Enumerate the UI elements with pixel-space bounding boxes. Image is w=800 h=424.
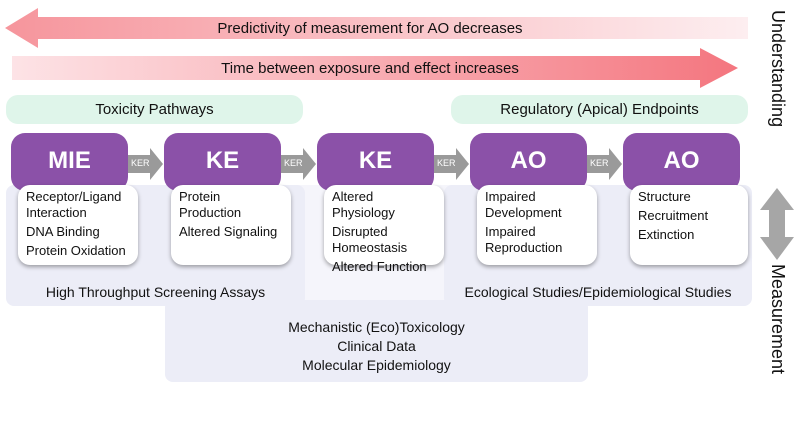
ke1-node-header: KE: [164, 133, 281, 191]
mie-item-3: Protein Oxidation: [26, 243, 126, 258]
ker-label-1: KER: [131, 158, 150, 168]
predictivity-label: Predictivity of measurement for AO decre…: [217, 20, 523, 37]
ker-label-4: KER: [590, 158, 609, 168]
regulatory-endpoints-pill: Regulatory (Apical) Endpoints: [451, 95, 748, 124]
measurement-label: Measurement: [768, 264, 788, 375]
mie-item-2: DNA Binding: [26, 224, 100, 239]
hts-label: High Throughput Screening Assays: [45, 284, 266, 300]
predictivity-arrow: [5, 8, 748, 48]
toxicity-pathways-pill: Toxicity Pathways: [6, 95, 303, 124]
ke1-item-1: Protein Production: [179, 189, 242, 220]
mie-node-card: Receptor/Ligand Interaction DNA Binding …: [18, 185, 138, 265]
ker-label-3: KER: [437, 158, 456, 168]
mechanistic-line: Mechanistic (Eco)Toxicology: [288, 319, 465, 335]
time-arrow: [12, 48, 738, 88]
ao1-item-2: Impaired Reproduction: [485, 224, 563, 255]
clinical-line: Clinical Data: [337, 338, 416, 354]
ke2-item-2: Disrupted Homeostasis: [332, 224, 408, 255]
ke2-item-1: Altered Physiology: [332, 189, 395, 220]
ke2-node-card: Altered Physiology Disrupted Homeostasis…: [324, 185, 444, 274]
mie-item-1: Receptor/Ligand Interaction: [26, 189, 122, 220]
ao1-node-header: AO: [470, 133, 587, 191]
time-label: Time between exposure and effect increas…: [221, 60, 519, 77]
ker-label-2: KER: [284, 158, 303, 168]
understanding-measurement-arrow: [760, 188, 794, 260]
understanding-label: Understanding: [768, 10, 788, 128]
ao2-item-3: Extinction: [638, 227, 695, 242]
ke1-node-card: Protein Production Altered Signaling: [171, 185, 291, 265]
ao2-node-card: Structure Recruitment Extinction: [630, 185, 748, 265]
eco-label: Ecological Studies/Epidemiological Studi…: [464, 284, 732, 300]
molecular-line: Molecular Epidemiology: [302, 357, 451, 373]
mechanistic-label: Mechanistic (Eco)Toxicology Clinical Dat…: [165, 318, 588, 375]
ke2-item-3: Altered Function: [332, 259, 427, 274]
ke1-item-2: Altered Signaling: [179, 224, 278, 239]
ke2-node-header: KE: [317, 133, 434, 191]
ao2-item-1: Structure: [638, 189, 691, 204]
ao2-node-header: AO: [623, 133, 740, 191]
ao1-item-1: Impaired Development: [485, 189, 562, 220]
ao1-node-card: Impaired Development Impaired Reproducti…: [477, 185, 597, 265]
mie-node-header: MIE: [11, 133, 128, 191]
ao2-item-2: Recruitment: [638, 208, 709, 223]
